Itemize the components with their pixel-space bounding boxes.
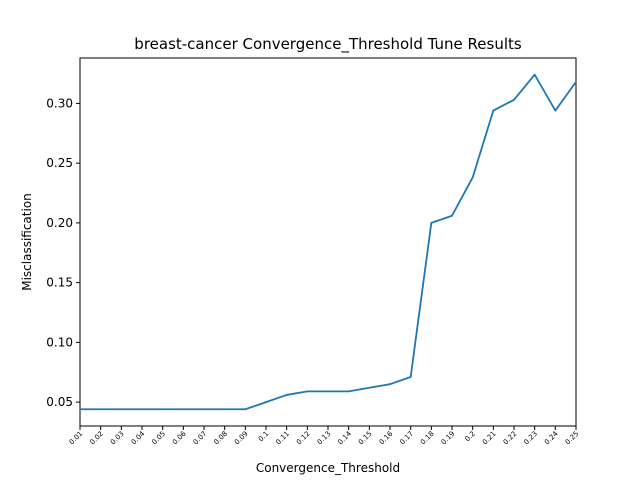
- data-point: [533, 73, 536, 76]
- x-tick-label: 0.19: [440, 430, 457, 447]
- data-point: [99, 408, 102, 411]
- x-tick-label: 0.17: [398, 430, 415, 447]
- y-tick-label: 0.10: [46, 335, 73, 349]
- data-point: [389, 383, 391, 386]
- x-tick-label: 0.08: [212, 430, 229, 447]
- x-tick-label: 0.13: [316, 430, 333, 447]
- data-point: [492, 109, 495, 112]
- data-point: [161, 408, 164, 411]
- y-tick-label: 0.25: [46, 156, 73, 170]
- series-line: [80, 73, 577, 411]
- chart-title: breast-cancer Convergence_Threshold Tune…: [134, 35, 522, 54]
- data-point: [451, 214, 453, 217]
- x-tick-label: 0.22: [502, 430, 519, 447]
- x-tick-label: 0.02: [88, 430, 105, 447]
- y-tick-label: 0.30: [46, 96, 73, 110]
- data-point: [554, 109, 557, 112]
- y-axis: 0.05 0.10 0.15 0.20 0.25 0.30: [46, 96, 80, 409]
- x-tick-label: 0.04: [130, 429, 147, 446]
- data-point: [409, 376, 412, 378]
- x-tick-label: 0.2: [464, 430, 478, 444]
- data-point: [223, 408, 226, 411]
- x-tick-label: 0.07: [192, 430, 209, 447]
- x-tick-label: 0.24: [543, 429, 560, 446]
- data-point: [471, 176, 474, 179]
- x-tick-label: 0.09: [233, 430, 250, 447]
- plot-frame: [79, 57, 577, 427]
- x-tick-label: 0.23: [522, 430, 539, 447]
- data-point: [265, 401, 267, 404]
- x-tick-label: 0.12: [295, 430, 312, 447]
- y-tick-label: 0.15: [46, 276, 73, 290]
- x-tick-label: 0.25: [564, 430, 581, 447]
- data-point: [513, 98, 515, 101]
- y-tick-label: 0.05: [46, 395, 73, 409]
- data-point: [120, 408, 123, 411]
- data-point: [575, 80, 577, 83]
- x-tick-label: 0.01: [68, 430, 85, 447]
- y-tick-label: 0.20: [46, 216, 73, 230]
- data-point: [244, 408, 247, 411]
- x-tick-label: 0.05: [150, 430, 167, 447]
- x-axis: 0.01 0.02 0.03 0.04 0.05 0.06 0.07 0.08 0.09 0.1 0…: [68, 426, 581, 447]
- data-point: [182, 408, 185, 411]
- data-point: [368, 386, 371, 389]
- plot-area: [79, 73, 577, 411]
- x-tick-label: 0.18: [419, 430, 436, 447]
- data-point: [327, 390, 329, 393]
- x-tick-label: 0.14: [336, 429, 353, 446]
- x-tick-label: 0.03: [109, 430, 126, 447]
- data-point: [285, 394, 288, 396]
- y-axis-label: Misclassification: [20, 193, 34, 291]
- x-tick-label: 0.1: [257, 430, 271, 444]
- data-point: [347, 390, 350, 393]
- x-tick-label: 0.21: [481, 430, 498, 447]
- x-tick-label: 0.16: [378, 429, 395, 446]
- x-axis-label: Convergence_Threshold: [256, 461, 400, 475]
- data-point: [203, 408, 205, 411]
- data-point: [430, 221, 433, 224]
- data-point: [141, 408, 143, 411]
- data-point: [306, 390, 309, 393]
- data-point: [79, 408, 81, 411]
- x-tick-label: 0.11: [274, 430, 291, 447]
- x-tick-label: 0.06: [171, 429, 188, 446]
- x-tick-label: 0.15: [357, 430, 374, 447]
